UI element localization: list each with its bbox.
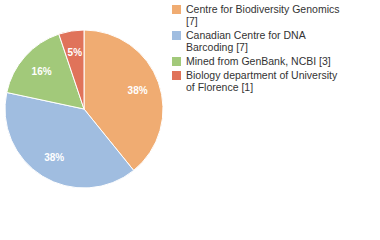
legend-label-line: of Florence [1]: [186, 81, 253, 93]
legend-swatch: [172, 5, 181, 14]
pie: [5, 30, 163, 188]
pie-slice: [5, 92, 134, 188]
legend-label-line: [7]: [186, 15, 198, 27]
legend-item: Centre for Biodiversity Genomics[7]: [172, 3, 339, 27]
legend-label-line: Centre for Biodiversity Genomics: [186, 3, 339, 15]
chart: 38% 38% 16% 5% Centre for Biodiversity Genom…: [0, 0, 380, 240]
legend-label-line: Mined from GenBank, NCBI [3]: [186, 55, 331, 67]
legend-swatch: [172, 71, 181, 80]
data-label: 5%: [68, 47, 83, 58]
legend-swatch: [172, 57, 181, 66]
legend-item: Canadian Centre for DNABarcoding [7]: [172, 29, 306, 53]
legend-label-line: Canadian Centre for DNA: [186, 29, 306, 41]
legend-label-line: Biology department of University: [186, 69, 338, 81]
legend-item: Mined from GenBank, NCBI [3]: [172, 55, 331, 67]
data-label: 38%: [44, 152, 64, 163]
data-label: 38%: [128, 85, 148, 96]
pie-slice: [59, 30, 84, 109]
legend-label: Centre for Biodiversity Genomics[7]: [186, 3, 339, 27]
legend: Centre for Biodiversity Genomics[7]Canad…: [172, 3, 339, 93]
legend-swatch: [172, 31, 181, 40]
data-labels: 38% 38% 16% 5%: [32, 47, 148, 163]
legend-label: Canadian Centre for DNABarcoding [7]: [186, 29, 306, 53]
data-label: 16%: [32, 66, 52, 77]
legend-label: Mined from GenBank, NCBI [3]: [186, 55, 331, 67]
legend-label-line: Barcoding [7]: [186, 41, 248, 53]
legend-label: Biology department of Universityof Flore…: [186, 69, 338, 93]
legend-item: Biology department of Universityof Flore…: [172, 69, 338, 93]
